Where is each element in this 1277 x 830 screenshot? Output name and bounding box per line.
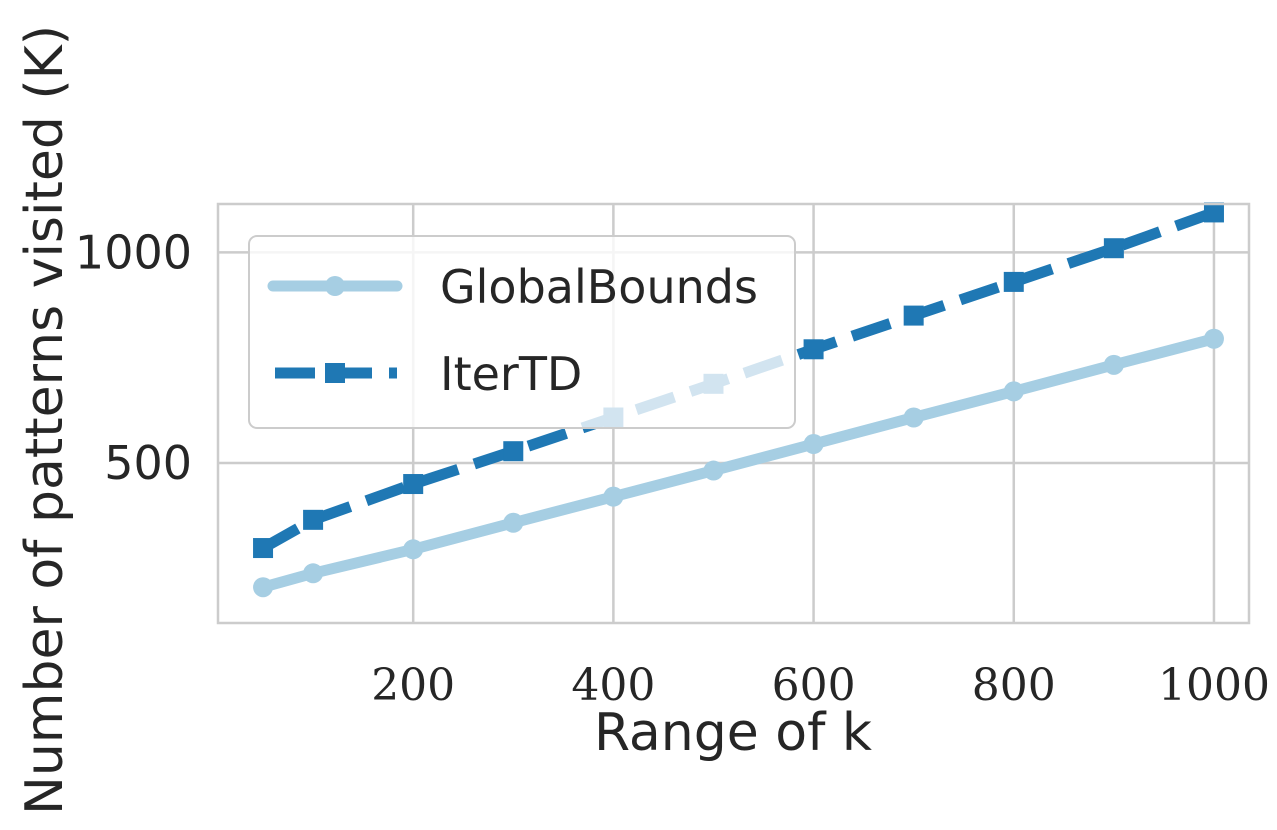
point-globalbounds-800 bbox=[1003, 381, 1024, 402]
point-globalbounds-300 bbox=[503, 512, 524, 533]
point-globalbounds-400 bbox=[603, 486, 624, 507]
point-globalbounds-900 bbox=[1103, 354, 1124, 375]
plot-frame bbox=[216, 202, 1251, 625]
point-globalbounds-700 bbox=[903, 407, 924, 428]
tick-labels: 200 400 600 800 1000 500 1000 bbox=[75, 225, 1270, 711]
point-itertd-700 bbox=[903, 305, 924, 326]
legend-marker-globalbounds bbox=[325, 276, 345, 296]
x-tick-label-600: 600 bbox=[772, 660, 856, 711]
legend-label-globalbounds: GlobalBounds bbox=[440, 260, 758, 314]
y-tick-label-500: 500 bbox=[104, 436, 192, 490]
x-tick-label-800: 800 bbox=[972, 660, 1056, 711]
point-globalbounds-1000 bbox=[1203, 328, 1224, 349]
y-axis-label: Number of patterns visited (K) bbox=[15, 25, 75, 815]
point-globalbounds-200 bbox=[403, 539, 424, 560]
legend: GlobalBounds IterTD bbox=[248, 235, 796, 429]
point-globalbounds-50 bbox=[253, 577, 274, 598]
point-itertd-1000 bbox=[1203, 202, 1224, 223]
point-itertd-900 bbox=[1103, 238, 1124, 259]
x-tick-label-400: 400 bbox=[571, 660, 655, 711]
point-itertd-300 bbox=[503, 441, 524, 462]
point-itertd-600 bbox=[803, 339, 824, 360]
point-itertd-100 bbox=[303, 509, 324, 530]
x-axis-label: Range of k bbox=[594, 703, 872, 763]
point-itertd-200 bbox=[403, 474, 424, 495]
x-tick-label-200: 200 bbox=[371, 660, 455, 711]
x-tick-label-1000: 1000 bbox=[1158, 660, 1270, 711]
legend-marker-itertd bbox=[325, 363, 345, 383]
point-globalbounds-600 bbox=[803, 434, 824, 455]
point-globalbounds-100 bbox=[303, 563, 324, 584]
point-globalbounds-500 bbox=[703, 460, 724, 481]
point-itertd-50 bbox=[253, 538, 274, 559]
point-itertd-800 bbox=[1003, 271, 1024, 292]
legend-label-itertd: IterTD bbox=[440, 347, 582, 401]
y-tick-label-1000: 1000 bbox=[75, 225, 192, 279]
